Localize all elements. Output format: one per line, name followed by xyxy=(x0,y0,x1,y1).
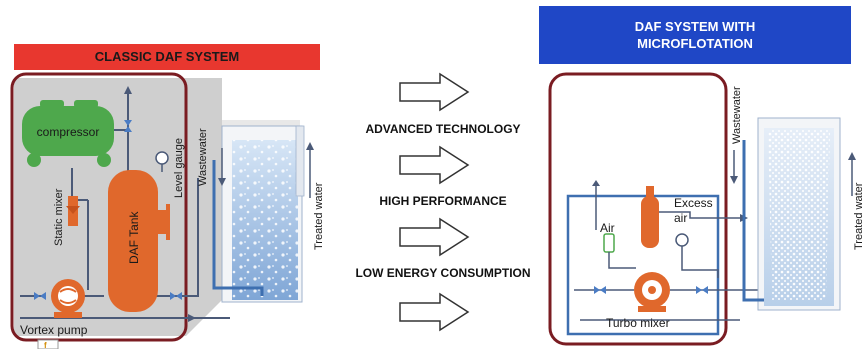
turbo-mixer-hub xyxy=(648,286,656,294)
benefit-arrows xyxy=(399,72,470,332)
excess-air-line xyxy=(659,211,740,219)
level-gauge-label: Level gauge xyxy=(173,138,185,198)
daf-tank-flange xyxy=(166,204,170,240)
micro-wastewater-arrow xyxy=(730,176,738,184)
vortex-pump-blades xyxy=(59,288,77,304)
air-separator-top xyxy=(646,186,654,198)
pipe-arrow-right xyxy=(188,314,196,322)
air-flowmeter xyxy=(603,233,615,253)
daf-tank-port xyxy=(158,210,166,234)
micro-treated-water-label: Treated water xyxy=(853,182,865,250)
pipe-arrow-up xyxy=(124,86,132,94)
corner-badge-label: f xyxy=(44,341,47,349)
air-arrow xyxy=(592,180,600,186)
benefit-arrow-3 xyxy=(399,217,470,257)
corner-badge xyxy=(37,339,59,349)
turbo-mixer-label: Turbo mixer xyxy=(606,316,670,330)
air-to-mixer-line xyxy=(608,252,636,269)
excess-air-label-line2: air xyxy=(674,211,687,225)
benefit-arrow-2 xyxy=(399,145,470,185)
microflotation-banner-line2: MICROFLOTATION xyxy=(637,36,753,51)
micro-treated-arrow xyxy=(848,152,856,160)
compressor-cap-2 xyxy=(74,100,98,108)
benefit-arrow-4 xyxy=(399,292,470,332)
microflotation-valves xyxy=(594,286,708,294)
compressor-wheel-1 xyxy=(27,153,41,167)
vortex-pump-base xyxy=(54,312,82,318)
compressor-cap-1 xyxy=(40,100,64,108)
micro-wastewater-label: Wastewater xyxy=(731,86,743,144)
gauge-line xyxy=(681,246,719,278)
compressor xyxy=(22,106,114,156)
wastewater-arrow xyxy=(218,178,226,186)
microflotation-banner: DAF SYSTEM WITH MICROFLOTATION xyxy=(539,6,851,64)
benefit-high-performance: HIGH PERFORMANCE xyxy=(379,194,507,208)
classic-inlet-pipe xyxy=(212,160,264,296)
compressor-wheel-2 xyxy=(97,153,111,167)
microflotation-inlet-pipe xyxy=(742,140,764,302)
compressor-label: compressor xyxy=(37,125,100,139)
classic-daf-banner: CLASSIC DAF SYSTEM xyxy=(14,44,320,70)
classic-tank-bubbles xyxy=(232,140,298,300)
daf-tank-label: DAF Tank xyxy=(127,211,141,264)
treated-water-label: Treated water xyxy=(313,182,325,250)
benefit-advanced-technology: ADVANCED TECHNOLOGY xyxy=(365,122,521,136)
classic-valves xyxy=(34,120,182,300)
excess-air-label-line1: Excess xyxy=(674,196,713,210)
microflotation-banner-line1: DAF SYSTEM WITH xyxy=(634,19,756,34)
microflotation-enclosure xyxy=(566,194,720,336)
benefit-low-energy: LOW ENERGY CONSUMPTION xyxy=(355,266,531,280)
air-label: Air xyxy=(600,221,615,235)
pressure-gauge xyxy=(675,233,689,247)
microflotation-frame xyxy=(548,72,728,346)
vortex-pump-label: Vortex pump xyxy=(20,323,88,337)
classic-tank-weir xyxy=(295,125,305,197)
wastewater-label: Wastewater xyxy=(197,128,209,186)
treated-water-arrow xyxy=(306,142,314,150)
daf-tank xyxy=(108,170,158,312)
static-mixer-label: Static mixer xyxy=(53,188,65,246)
static-mixer-valve xyxy=(66,206,80,214)
microflotation-bubbles xyxy=(768,130,830,300)
classic-system-frame xyxy=(10,72,188,342)
air-separator-tank xyxy=(641,196,659,248)
benefit-arrow-1 xyxy=(399,72,470,112)
level-gauge xyxy=(155,151,169,165)
turbo-mixer-base xyxy=(638,306,666,312)
